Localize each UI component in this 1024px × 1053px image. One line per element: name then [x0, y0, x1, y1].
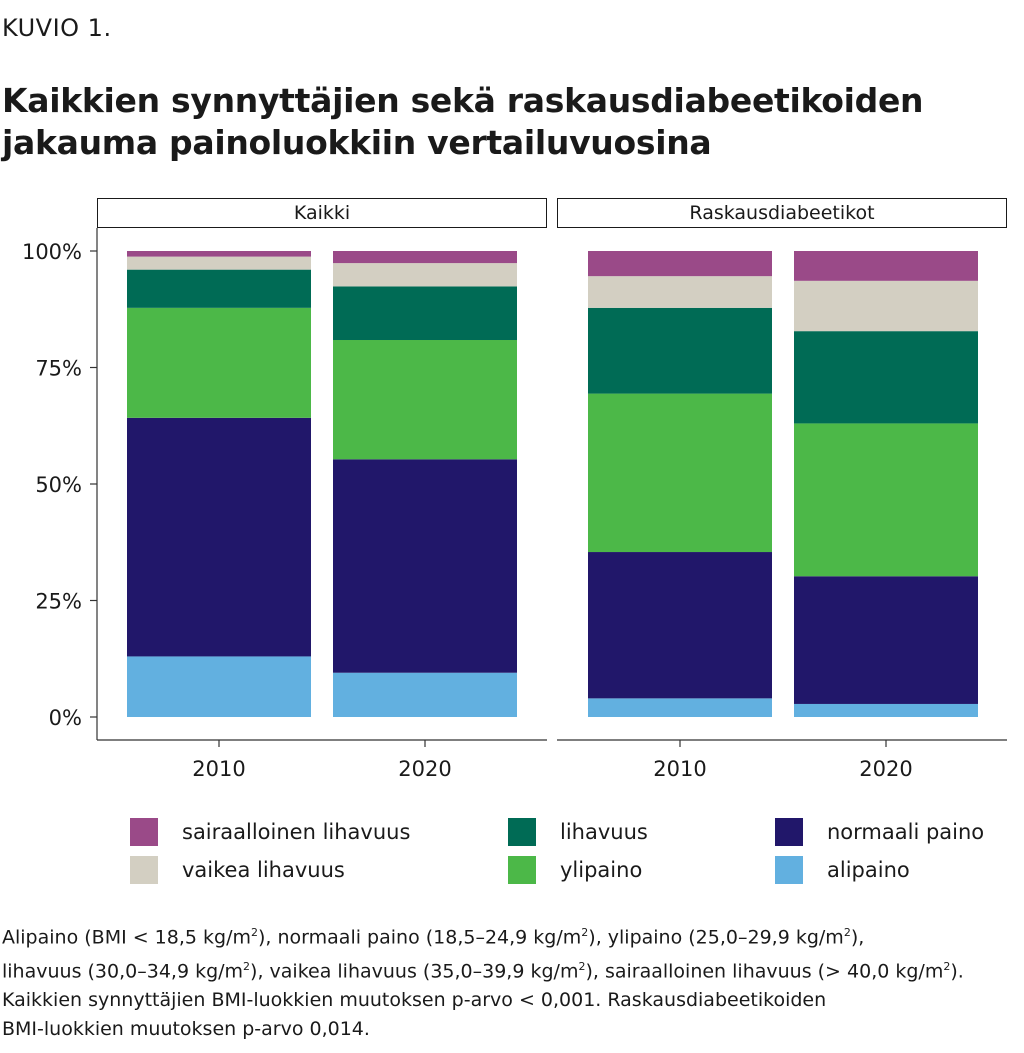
bmi-definitions-note: Alipaino (BMI < 18,5 kg/m2), normaali pa…: [2, 918, 1022, 987]
chart-title-line-2: jakauma painoluokkiin vertailuvuosina: [2, 123, 712, 162]
y-tick-label: 75%: [35, 357, 82, 381]
bar-segment: [127, 251, 311, 257]
bmi-definitions-line-2: lihavuus (30,0–34,9 kg/m2), vaikea lihav…: [2, 952, 1022, 986]
legend-swatch: [508, 856, 536, 884]
bar-segment: [794, 280, 978, 332]
legend-item: sairaalloinen lihavuus: [130, 818, 410, 846]
x-tick-label: 2020: [398, 757, 451, 781]
y-tick-label: 0%: [49, 706, 82, 730]
legend-item: lihavuus: [508, 818, 648, 846]
legend-item: ylipaino: [508, 856, 642, 884]
legend-label: vaikea lihavuus: [182, 858, 345, 882]
bar-segment: [127, 417, 311, 657]
chart-title-line-1: Kaikkien synnyttäjien sekä raskausdiabee…: [2, 81, 924, 120]
bar-segment: [794, 251, 978, 281]
legend-swatch: [775, 818, 803, 846]
bar-segment: [333, 672, 517, 717]
bar-segment: [588, 251, 772, 277]
bar-segment: [588, 393, 772, 553]
bar-segment: [127, 256, 311, 270]
note-text: ), normaali paino (18,5–24,9 kg/m: [258, 926, 582, 949]
stacked-bar-chart: Kaikki Raskausdiabeetikot 2010 2020 2010 2020…: [22, 198, 1007, 781]
bar-segment: [333, 340, 517, 460]
note-text: Alipaino (BMI < 18,5 kg/m: [2, 926, 252, 949]
bar-segment: [794, 331, 978, 424]
note-superscript: 2: [581, 926, 589, 939]
legend-item: normaali paino: [775, 818, 984, 846]
legend-label: ylipaino: [560, 858, 643, 882]
note-superscript: 2: [243, 960, 251, 974]
y-tick-label: 100%: [22, 240, 82, 264]
bar-segment: [794, 576, 978, 704]
y-tick-label: 25%: [35, 590, 82, 614]
chart-legend: sairaalloinen lihavuus vaikea lihavuus lih…: [0, 810, 1024, 890]
legend-label: sairaalloinen lihavuus: [182, 820, 411, 844]
legend-label: normaali paino: [827, 820, 985, 844]
x-tick-label: 2020: [859, 757, 912, 781]
figure-label: KUVIO 1.: [2, 14, 112, 42]
bar-segment: [333, 263, 517, 287]
legend-swatch: [775, 856, 803, 884]
bar-segment: [794, 423, 978, 577]
bar-segment: [127, 269, 311, 308]
bar-segment: [588, 307, 772, 394]
facet-strip: [557, 198, 1007, 228]
legend-swatch: [130, 818, 158, 846]
legend-item: alipaino: [775, 856, 910, 884]
note-text: ).: [950, 960, 964, 983]
y-tick-label: 50%: [35, 473, 82, 497]
note-text: ), sairaalloinen lihavuus (> 40,0 kg/m: [585, 960, 944, 983]
bar-segment: [588, 698, 772, 717]
legend-label: alipaino: [827, 858, 910, 882]
note-superscript: 2: [578, 960, 586, 974]
bar-segment: [588, 552, 772, 699]
x-tick-label: 2010: [192, 757, 245, 781]
note-text: ), ylipaino (25,0–29,9 kg/m: [588, 926, 844, 949]
bar-segment: [333, 459, 517, 673]
bar-segment: [794, 703, 978, 717]
note-text: lihavuus (30,0–34,9 kg/m: [2, 960, 244, 983]
note-text: ),: [850, 926, 865, 949]
legend-label: lihavuus: [560, 820, 648, 844]
bar-segment: [588, 276, 772, 308]
note-superscript: 2: [843, 926, 851, 939]
note-superscript: 2: [943, 960, 951, 974]
bar-segment: [127, 656, 311, 717]
bmi-definitions-line-1: Alipaino (BMI < 18,5 kg/m2), normaali pa…: [2, 918, 1022, 952]
p-value-note: Kaikkien synnyttäjien BMI-luokkien muuto…: [2, 986, 1022, 1044]
note-superscript: 2: [251, 926, 259, 939]
chart-title: Kaikkien synnyttäjien sekä raskausdiabee…: [2, 80, 1002, 164]
bar-segment: [127, 307, 311, 418]
x-tick-label: 2010: [653, 757, 706, 781]
facet-strip: [97, 198, 547, 228]
legend-item: vaikea lihavuus: [130, 856, 345, 884]
note-text: ), vaikea lihavuus (35,0–39,9 kg/m: [250, 960, 579, 983]
p-value-line-1: Kaikkien synnyttäjien BMI-luokkien muuto…: [2, 989, 827, 1011]
p-value-line-2: BMI-luokkien muutoksen p-arvo 0,014.: [2, 1018, 370, 1040]
bar-segment: [333, 251, 517, 264]
facet-label: Kaikki: [294, 202, 350, 224]
legend-swatch: [508, 818, 536, 846]
bar-segment: [333, 286, 517, 341]
legend-swatch: [130, 856, 158, 884]
facet-label: Raskausdiabeetikot: [689, 202, 874, 224]
